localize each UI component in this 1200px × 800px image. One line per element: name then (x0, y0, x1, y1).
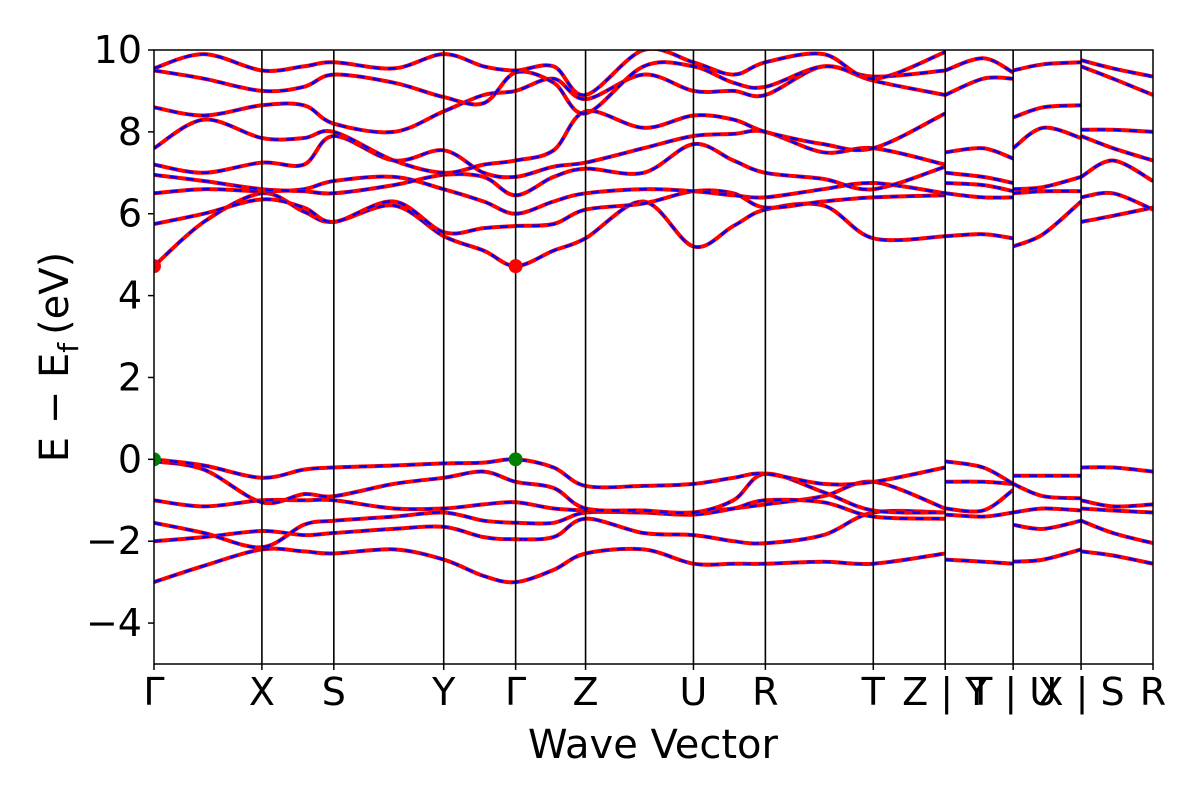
high-symmetry-lines (261, 50, 1082, 664)
band-line-spin-down (945, 232, 1014, 240)
band-line-spin-down (1013, 548, 1082, 563)
band-line-spin-down (154, 498, 946, 520)
y-tick-label: 0 (118, 437, 142, 481)
y-axis-ticks: −4 −2 0 2 4 6 8 10 (86, 28, 154, 645)
x-tick-label: Y (431, 670, 456, 714)
band-line-spin-down (945, 460, 1014, 485)
y-axis-title-unit: (eV) (32, 252, 78, 335)
vbm-marker (508, 452, 523, 467)
y-tick-label: 4 (118, 274, 142, 318)
band-line-spin-down (1080, 191, 1153, 211)
band-line-spin-up (154, 479, 946, 550)
band-line-spin-down (1080, 550, 1153, 565)
vbm-marker (154, 452, 161, 467)
plot-frame (153, 49, 1154, 665)
band-line-spin-down (154, 60, 946, 115)
band-line-spin-down (1012, 519, 1082, 531)
x-tick-label: Γ (505, 670, 526, 714)
band-line-spin-down (944, 56, 1014, 74)
cbm-marker (508, 259, 523, 274)
band-line-spin-down (945, 146, 1014, 160)
band-line-spin-down (1081, 465, 1153, 473)
band-line-spin-down (1080, 134, 1153, 162)
band-line-spin-down (1012, 482, 1082, 500)
band-line-spin-down (154, 189, 946, 235)
y-tick-label: 10 (94, 28, 142, 72)
x-tick-label: R (752, 670, 778, 714)
band-line-spin-down (154, 109, 946, 175)
band-line-spin-down (1080, 58, 1153, 78)
band-line-spin-down (1080, 159, 1153, 183)
x-tick-label: Z | Y (902, 670, 989, 715)
band-line-spin-down (1013, 175, 1082, 191)
band-line-spin-down (945, 480, 1014, 486)
band-line-spin-down (1080, 65, 1153, 97)
x-tick-label: X (249, 670, 275, 714)
band-line-spin-down (1013, 189, 1082, 195)
band-line-spin-down (1081, 507, 1153, 514)
band-line-spin-down (154, 64, 946, 134)
band-line-spin-down (1012, 507, 1082, 514)
x-tick-label: R (1140, 670, 1166, 714)
y-axis-title: E − Ef (eV) (32, 252, 85, 463)
band-line-spin-down (154, 509, 946, 545)
band-line-spin-down (154, 192, 946, 268)
y-axis-title-main: E − E (32, 353, 78, 463)
band-line-spin-down (945, 171, 1014, 185)
y-tick-label: 2 (118, 355, 142, 399)
y-tick-label: −4 (86, 601, 142, 645)
y-tick-label: 6 (118, 192, 142, 236)
band-line-spin-down (1080, 519, 1153, 545)
band-line-spin-down (1080, 499, 1153, 508)
band-line-spin-down (945, 181, 1014, 193)
band-line-spin-down (154, 457, 946, 489)
band-line-spin-down (945, 192, 1014, 199)
extrema-markers (154, 259, 523, 467)
y-tick-label: 8 (118, 110, 142, 154)
band-line-spin-down (1012, 200, 1082, 248)
x-tick-label: S (322, 670, 346, 714)
band-line-spin-down (1080, 206, 1153, 224)
band-line-spin-down (1012, 104, 1082, 119)
y-tick-label: −2 (86, 519, 142, 563)
band-line-spin-down (945, 488, 1014, 513)
x-tick-label: T (861, 670, 886, 714)
band-line-spin-down (154, 129, 946, 179)
x-tick-label: Z (573, 670, 599, 714)
y-axis-title-subscript: f (52, 342, 85, 353)
band-line-spin-down (1012, 126, 1082, 150)
x-tick-label: U (680, 670, 708, 714)
band-line-spin-down (1081, 128, 1153, 134)
band-lines (154, 50, 1153, 585)
band-line-spin-down (154, 142, 946, 197)
x-axis-title: Wave Vector (528, 722, 779, 768)
x-tick-label: Γ (143, 670, 164, 714)
cbm-marker (154, 259, 161, 274)
band-line-spin-down (945, 511, 1014, 518)
band-line-spin-down (944, 76, 1014, 97)
band-line-spin-down (945, 558, 1014, 565)
band-line-spin-down (154, 547, 946, 584)
x-tick-label: X | S (1038, 670, 1125, 715)
band-line-spin-down (1012, 61, 1082, 72)
x-tick-label: T | U (968, 670, 1057, 715)
band-line-spin-up (154, 50, 946, 98)
